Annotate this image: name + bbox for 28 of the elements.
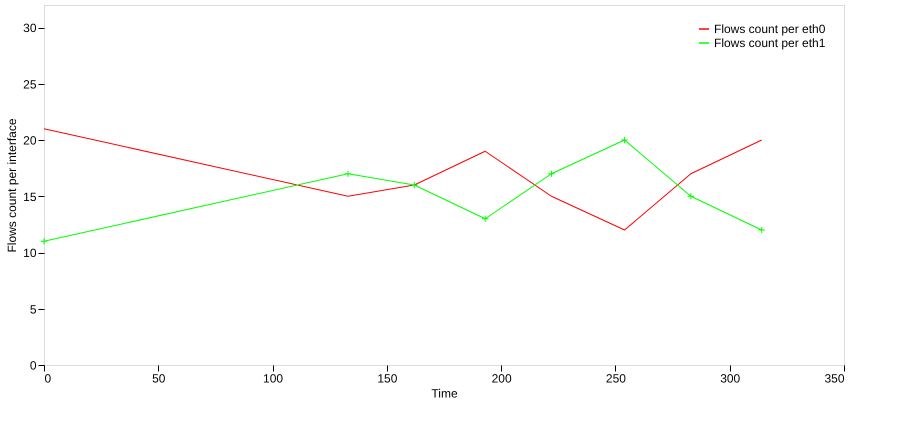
x-tick-label: 100: [263, 372, 284, 386]
x-tick-label: 350: [824, 372, 845, 386]
point: [620, 136, 628, 144]
x-tick-label: 300: [720, 372, 741, 386]
point: [758, 226, 766, 234]
point: [40, 238, 48, 245]
point: [410, 181, 418, 189]
x-tick-label: 200: [492, 372, 512, 386]
y-tick-label: 25: [23, 77, 37, 92]
point: [344, 170, 352, 178]
point: [687, 192, 695, 200]
line-series: [44, 128, 762, 230]
point: [481, 215, 489, 222]
legend-label: Flows count per eth1: [714, 36, 826, 50]
y-tick-label: 15: [23, 190, 37, 204]
y-axis-title: Flows count per interface: [5, 118, 20, 253]
x-tick-label: 250: [606, 372, 626, 386]
legend-label: Flows count per eth0: [714, 22, 826, 36]
x-tick-label: 50: [152, 372, 166, 386]
y-tick-label: 0: [30, 358, 37, 372]
x-tick-label: 150: [377, 372, 398, 386]
point: [548, 170, 556, 178]
y-tick-label: 5: [30, 302, 37, 316]
y-tick-label: 20: [23, 134, 37, 148]
y-tick-label: 30: [23, 21, 37, 35]
x-axis-title: Time: [431, 386, 458, 400]
x-tick-label: 0: [44, 372, 52, 386]
y-tick-label: 10: [23, 246, 37, 260]
